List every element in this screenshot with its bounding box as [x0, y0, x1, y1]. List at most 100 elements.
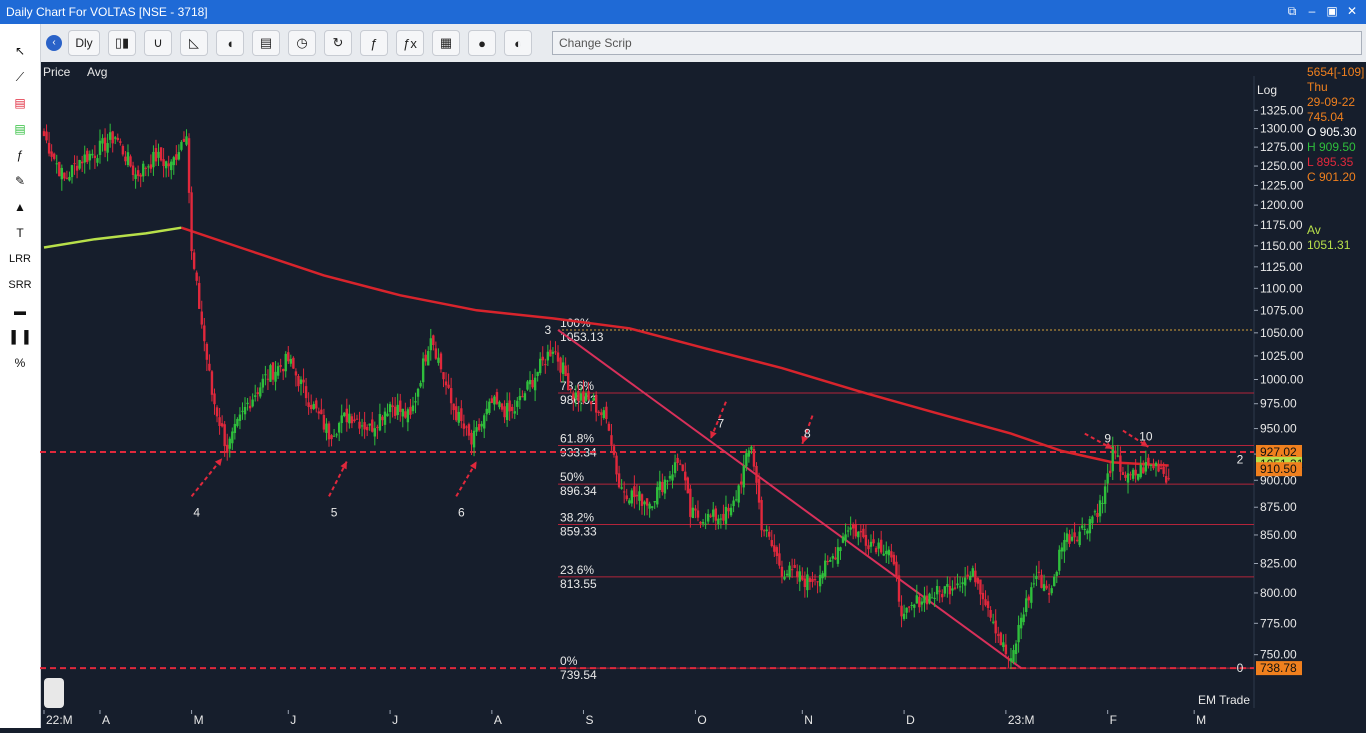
refresh-icon[interactable]: ↻ — [324, 30, 352, 56]
candle-body — [391, 405, 394, 408]
srr-tool[interactable]: SRR — [8, 279, 32, 291]
candle-body — [233, 423, 237, 434]
price-chart[interactable]: Log 1325.00 1300.00 1275.00 1250.00 1225.00 12… — [40, 62, 1366, 728]
candle-body — [533, 377, 537, 391]
red-zone-icon[interactable]: ▤ — [14, 96, 26, 110]
arrow-head — [214, 458, 223, 467]
price-tag-label: 927.02 — [1260, 445, 1297, 459]
circle-icon[interactable]: ● — [468, 30, 496, 56]
alarm-icon[interactable]: ◷ — [288, 30, 316, 56]
magnet-icon[interactable]: ∪ — [144, 30, 172, 56]
candle-body — [297, 375, 300, 387]
candle-body — [208, 363, 211, 371]
restore-window-icon[interactable]: ⧉ — [1287, 4, 1297, 18]
candlestick-icon[interactable]: ▯▮ — [108, 30, 136, 56]
wave-annotation-label: 2 — [1237, 452, 1244, 466]
candle-body — [251, 399, 254, 407]
mouse-icon[interactable]: ◖ — [216, 30, 244, 56]
candle-body — [821, 573, 824, 579]
candle-body — [864, 534, 868, 546]
image-icon[interactable]: ▬ — [14, 304, 26, 318]
candle-body — [1134, 469, 1137, 476]
annotation-arrow — [1122, 429, 1149, 448]
candle-body — [747, 450, 751, 457]
back-icon[interactable]: ‹ — [46, 35, 62, 51]
maximize-icon[interactable]: ▣ — [1326, 4, 1338, 18]
x-tick-label: F — [1110, 713, 1117, 727]
y-tick-label: 950.00 — [1260, 422, 1297, 436]
candle-body — [462, 423, 466, 429]
candle-body — [765, 529, 768, 532]
indicator-icon[interactable]: ▤ — [252, 30, 280, 56]
candle-body — [887, 549, 891, 556]
candle-body — [256, 392, 259, 395]
candle-body — [1142, 467, 1145, 474]
candle-body — [170, 161, 173, 171]
candle-body — [119, 141, 122, 143]
chart-area[interactable]: Log 1325.00 1300.00 1275.00 1250.00 1225.00 12… — [40, 62, 1366, 728]
candle-body — [544, 364, 547, 366]
x-tick-label: 23:M — [1008, 713, 1035, 727]
candle-body — [126, 152, 130, 166]
candle-body — [246, 402, 249, 405]
pen-icon[interactable]: ✎ — [14, 174, 26, 188]
candle-body — [223, 424, 226, 447]
candle-body — [811, 578, 814, 582]
grid-icon[interactable]: ▦ — [432, 30, 460, 56]
candle-body — [930, 597, 934, 599]
candle-body — [719, 518, 723, 520]
function-icon[interactable]: ƒ — [360, 30, 388, 56]
formula-icon[interactable]: ƒx — [396, 30, 424, 56]
y-tick-label: 1125.00 — [1260, 260, 1303, 274]
candle-body — [1159, 467, 1163, 470]
candle-body — [96, 158, 99, 163]
shapes-icon[interactable]: ▲ — [14, 200, 26, 214]
text-tool[interactable]: T — [16, 226, 24, 240]
candle-body — [801, 575, 804, 580]
candle-body — [722, 513, 725, 521]
candle-body — [1106, 473, 1109, 484]
candle-body — [740, 481, 743, 485]
green-zone-icon[interactable]: ▤ — [14, 122, 26, 136]
candle-body — [935, 585, 939, 595]
moon-icon[interactable]: ◐ — [504, 30, 532, 56]
minimize-icon[interactable]: – — [1308, 4, 1316, 18]
wave-annotation-label: 0 — [1237, 661, 1244, 675]
candle-body — [264, 374, 267, 376]
candle-body — [523, 393, 527, 401]
scroll-handle[interactable] — [44, 678, 64, 708]
x-tick-label: J — [290, 713, 296, 727]
candle-body — [574, 392, 578, 398]
candle-body — [399, 400, 402, 412]
candle-body — [98, 140, 102, 155]
candle-body — [760, 500, 763, 531]
candle-body — [416, 388, 420, 397]
function-tool-icon[interactable]: ƒ — [16, 148, 24, 162]
period-button[interactable]: Dly — [68, 30, 100, 56]
close-icon[interactable]: ✕ — [1346, 4, 1358, 18]
area-chart-icon[interactable]: ◺ — [180, 30, 208, 56]
candle-body — [997, 634, 1000, 636]
candle-body — [653, 501, 656, 503]
lrr-tool[interactable]: LRR — [8, 253, 31, 265]
candle-body — [1088, 519, 1092, 534]
percent-icon[interactable]: % — [14, 356, 26, 370]
candle-body — [231, 431, 234, 444]
fib-value-label: 813.55 — [560, 577, 597, 591]
candle-body — [678, 463, 682, 465]
candle-body — [559, 357, 562, 373]
candle-body — [961, 582, 964, 585]
ohlc-info-panel: 5654[-109] Thu 29-09-22 745.04 O 905.30 … — [1307, 65, 1366, 253]
candle-body — [320, 409, 323, 415]
candle-body — [946, 584, 949, 587]
candle-body — [666, 480, 669, 482]
bar-chart-icon[interactable]: ▌▐ — [11, 330, 29, 344]
candle-body — [294, 371, 298, 376]
change-scrip-input[interactable]: Change Scrip — [552, 31, 1362, 55]
price-tag-box — [1256, 444, 1302, 459]
candle-body — [386, 413, 389, 417]
trendline-icon[interactable]: ⟋ — [15, 70, 25, 84]
candle-body — [200, 311, 203, 325]
candle-body — [1083, 529, 1086, 531]
cursor-icon[interactable]: ↖ — [14, 44, 26, 58]
